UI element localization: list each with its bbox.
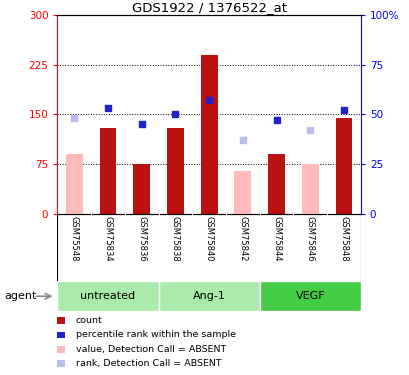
Text: GSM75548: GSM75548 — [70, 216, 79, 261]
Text: Ang-1: Ang-1 — [192, 291, 225, 301]
Text: GSM75836: GSM75836 — [137, 216, 146, 261]
Bar — [259, 281, 360, 311]
Text: count: count — [76, 316, 102, 325]
Title: GDS1922 / 1376522_at: GDS1922 / 1376522_at — [131, 1, 286, 14]
Text: GSM75842: GSM75842 — [238, 216, 247, 261]
Bar — [133, 164, 150, 214]
Text: GSM75840: GSM75840 — [204, 216, 213, 261]
Bar — [99, 128, 116, 214]
Bar — [66, 154, 83, 214]
Bar — [234, 171, 251, 214]
Bar — [335, 118, 351, 214]
Text: GSM75838: GSM75838 — [171, 216, 180, 261]
Text: untreated: untreated — [80, 291, 135, 301]
Text: GSM75848: GSM75848 — [339, 216, 348, 261]
Bar — [301, 164, 318, 214]
Text: VEGF: VEGF — [295, 291, 324, 301]
Bar — [200, 55, 217, 214]
Text: value, Detection Call = ABSENT: value, Detection Call = ABSENT — [76, 345, 225, 354]
Bar — [57, 281, 158, 311]
Text: percentile rank within the sample: percentile rank within the sample — [76, 330, 235, 339]
Text: GSM75844: GSM75844 — [271, 216, 280, 261]
Bar — [158, 281, 259, 311]
Text: GSM75834: GSM75834 — [103, 216, 112, 261]
Bar — [166, 128, 183, 214]
Bar — [267, 154, 284, 214]
Text: GSM75846: GSM75846 — [305, 216, 314, 261]
Text: rank, Detection Call = ABSENT: rank, Detection Call = ABSENT — [76, 359, 221, 368]
Text: agent: agent — [4, 291, 36, 301]
